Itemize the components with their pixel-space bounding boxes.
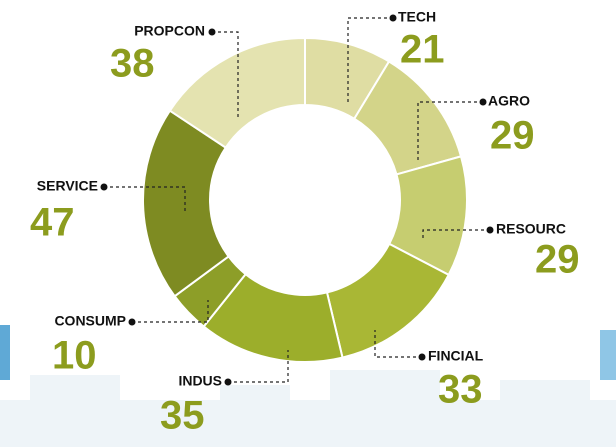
segment-value: 33 [438,368,483,412]
segment-value: 47 [30,201,75,245]
leader-dot [389,14,397,22]
segment-value: 21 [400,28,445,72]
leader-dot [100,183,108,191]
segment-label: CONSUMP [54,313,126,329]
leader-dot [486,226,494,234]
leader-dot [128,318,136,326]
leader-dot [208,28,216,36]
leader-dot [479,98,487,106]
leader-line [228,350,289,383]
leader-line [347,17,393,103]
segment-value: 10 [52,334,97,378]
leader-dot [224,378,232,386]
leader-line [132,300,209,323]
segment-label: RESOURC [496,221,566,237]
segment-value: 38 [110,42,155,86]
segment-label: PROPCON [134,23,205,39]
leader-dot [418,353,426,361]
leader-line [212,31,239,118]
background [0,325,616,447]
segment-value: 29 [535,238,580,282]
segment-label: SERVICE [37,178,98,194]
segment-label: TECH [398,9,436,25]
leader-line [417,101,483,162]
leader-line [422,229,490,240]
segment-label: INDUS [178,373,222,389]
segment-label: FINCIAL [428,348,484,364]
segment-label: AGRO [488,93,530,109]
leader-line [104,186,186,212]
segment-value: 29 [490,114,535,158]
segment-value: 35 [160,394,205,438]
